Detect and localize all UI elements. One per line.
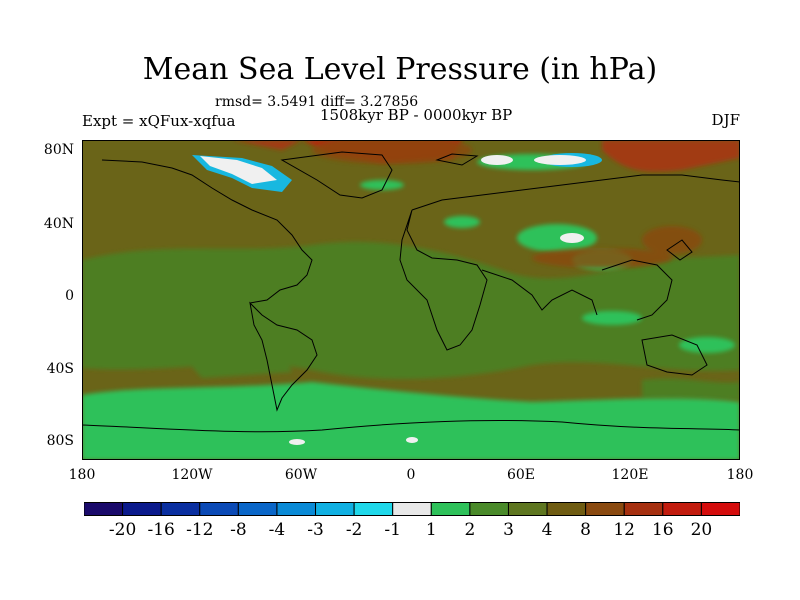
colorbar-label: -20 [108, 520, 137, 540]
colorbar-swatch [84, 502, 124, 516]
colorbar-label: -16 [147, 520, 175, 540]
colorbar-swatch [585, 502, 625, 516]
coastlines [82, 151, 740, 433]
season-label: DJF [711, 111, 740, 129]
colorbar-swatch [237, 502, 278, 516]
contour-extreme [192, 153, 602, 445]
colorbar-label: 20 [690, 520, 713, 540]
lon-label-120e: 120E [611, 467, 649, 483]
lat-label-80s: 80S [46, 433, 74, 449]
pressure-map [82, 140, 740, 460]
colorbar-label: -8 [230, 520, 247, 540]
rmsd-diff-stats: rmsd= 3.5491 diff= 3.27856 [215, 94, 419, 110]
colorbar-label: -12 [186, 520, 214, 540]
colorbar-label: -2 [345, 520, 363, 540]
colorbar-label: 8 [580, 520, 591, 540]
contour-3hPa [82, 241, 740, 400]
lon-label-120w: 120W [171, 467, 213, 483]
colorbar-swatch [199, 502, 239, 516]
colorbar-swatch [160, 502, 201, 516]
experiment-label: Expt = xQFux-xqfua [82, 112, 236, 130]
lat-label-80n: 80N [43, 142, 74, 158]
colorbar-swatch [623, 502, 664, 516]
colorbar-label: -3 [307, 520, 324, 540]
colorbar [84, 502, 740, 516]
colorbar-label: 12 [613, 520, 635, 540]
lat-label-40s: 40S [46, 361, 74, 377]
colorbar-label: 2 [464, 520, 476, 540]
contour-8hPa [312, 140, 702, 268]
colorbar-swatch [546, 502, 587, 516]
lon-label-60e: 60E [506, 467, 536, 483]
colorbar-label: -1 [384, 520, 401, 540]
colorbar-label: 1 [425, 520, 437, 540]
colorbar-label: 16 [651, 520, 674, 540]
lon-label-0: 0 [406, 467, 416, 483]
colorbar-swatch [276, 502, 317, 516]
colorbar-swatch [315, 502, 355, 516]
colorbar-swatch [430, 502, 471, 516]
period-label: 1508kyr BP - 0000kyr BP [320, 106, 513, 124]
lat-label-0: 0 [65, 288, 74, 304]
map-title: Mean Sea Level Pressure (in hPa) [142, 52, 658, 87]
lon-label-60w: 60W [284, 467, 318, 483]
lat-label-40n: 40N [43, 216, 74, 232]
colorbar-swatch [353, 502, 394, 516]
colorbar-swatch [700, 502, 740, 516]
contour-2hPa [82, 154, 740, 460]
colorbar-swatch [662, 502, 702, 516]
colorbar-label: -4 [268, 520, 286, 540]
colorbar-label: 3 [503, 520, 514, 540]
colorbar-swatch [507, 502, 548, 516]
colorbar-swatch [469, 502, 509, 516]
colorbar-label: 4 [541, 520, 553, 540]
colorbar-swatch [122, 502, 162, 516]
lon-label-180e: 180 [726, 467, 754, 483]
lon-label-180w: 180 [68, 467, 96, 483]
colorbar-swatch [392, 502, 432, 516]
